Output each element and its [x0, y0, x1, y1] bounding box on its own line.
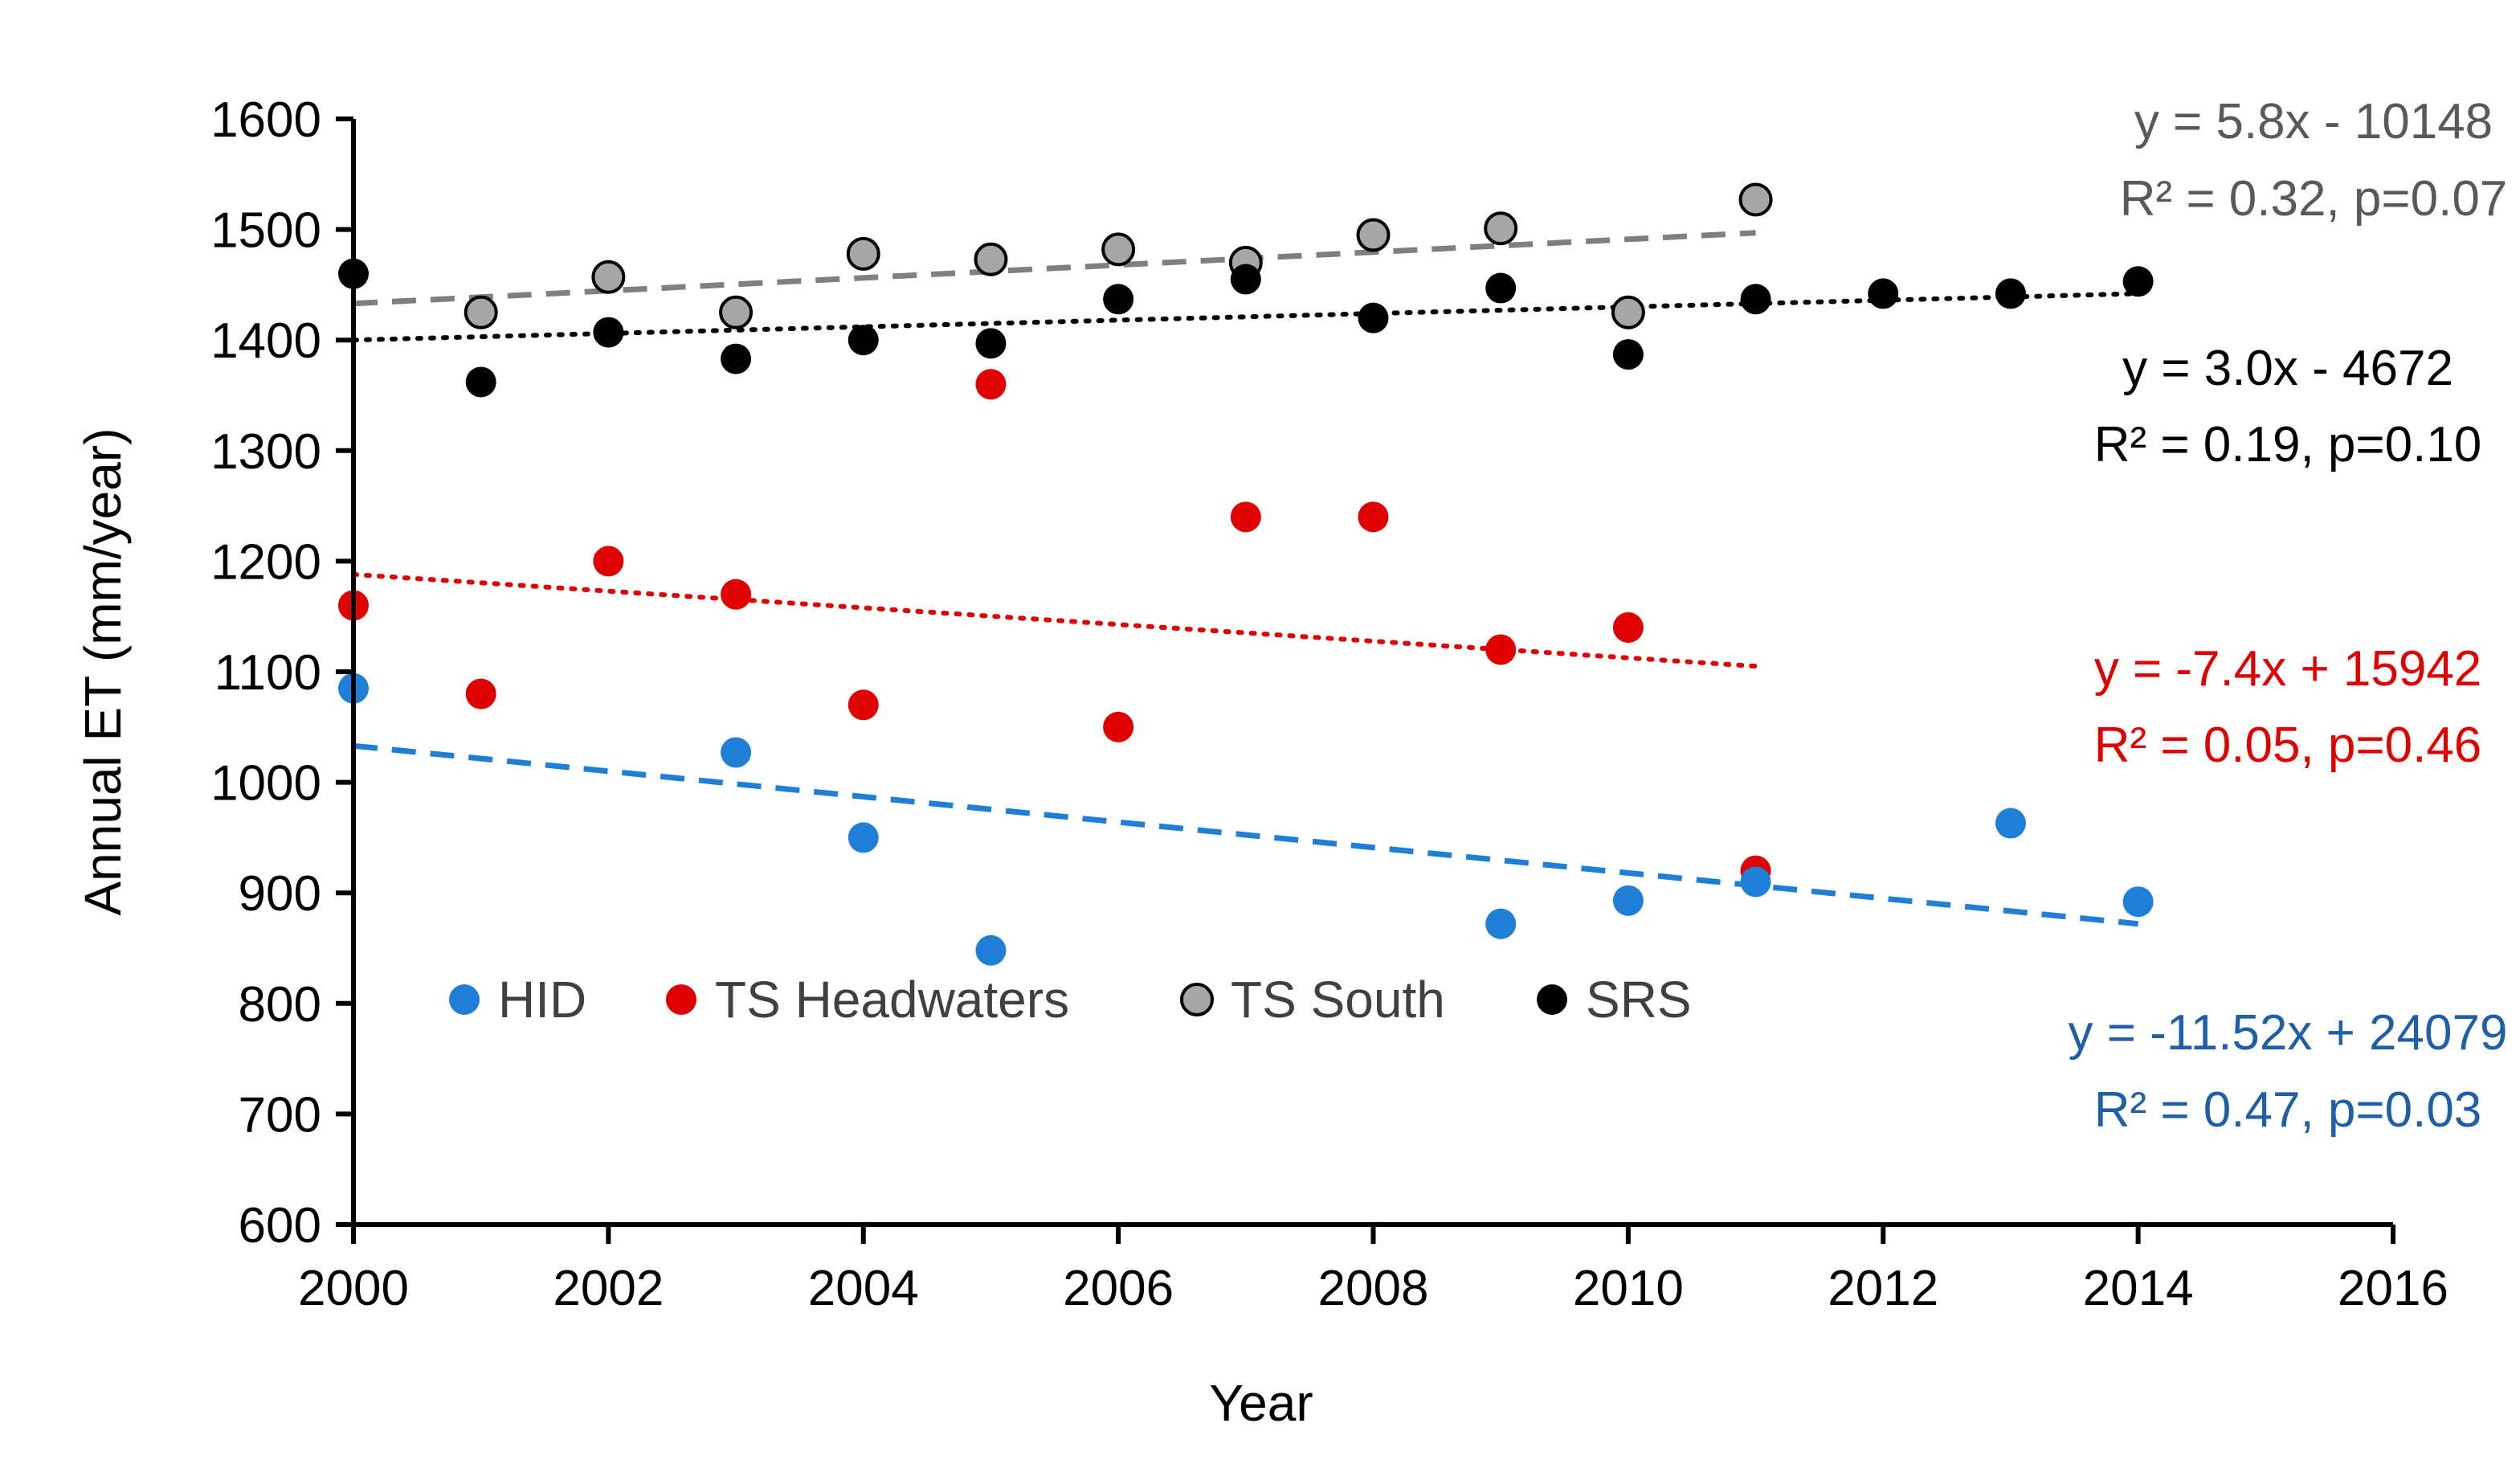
y-tick-label: 1100 [214, 645, 321, 701]
ts-headwaters-point [593, 546, 624, 577]
srs-point [1230, 264, 1261, 295]
x-axis-title: Year [1209, 1374, 1313, 1432]
ts-headwaters-point [1103, 711, 1134, 742]
srs-r2: R² = 0.19, p=0.10 [2094, 417, 2482, 472]
ticks: 600 700 800 900 1000 1100 1200 1300 1400 1500 1600… [210, 92, 2449, 1316]
ts-south-point [974, 242, 1008, 276]
x-tick-label: 2004 [808, 1261, 919, 1316]
hid-r2: R² = 0.47, p=0.03 [2094, 1082, 2482, 1138]
x-tick-label: 2016 [2338, 1261, 2449, 1316]
ts-headwaters-trendline [351, 571, 1758, 669]
ts-headwaters-point [1612, 611, 1644, 643]
legend-label-srs: SRS [1586, 971, 1692, 1029]
ts-headwaters-point [721, 579, 752, 610]
ts-south-r2: R² = 0.32, p=0.07 [2120, 171, 2508, 227]
srs-point [1485, 272, 1517, 304]
srs-point [721, 343, 752, 374]
x-tick-label: 2000 [298, 1261, 409, 1316]
ts-headwaters-point [465, 678, 496, 710]
x-tick-label: 2008 [1318, 1261, 1429, 1316]
y-tick-label: 800 [239, 977, 321, 1033]
srs-point [593, 317, 624, 348]
y-tick-label: 1500 [210, 203, 321, 259]
ts-south-trendline [353, 230, 1756, 307]
ts-headwaters-equation: y = -7.4x + 15942 [2094, 641, 2482, 697]
x-tick-label: 2014 [2083, 1261, 2194, 1316]
y-tick-label: 700 [239, 1087, 321, 1143]
hid-point [975, 934, 1007, 966]
hid-equation: y = -11.52x + 24079 [2069, 1005, 2508, 1061]
legend-marker-hid [449, 984, 480, 1015]
srs-point [1740, 284, 1771, 315]
srs-point [465, 366, 496, 398]
ts-headwaters-point [847, 689, 879, 721]
hid-point [1485, 908, 1517, 939]
hid-point [1995, 808, 2026, 839]
legend-marker-ts-south [1180, 983, 1214, 1016]
ts-south-equation: y = 5.8x - 10148 [2134, 94, 2493, 149]
hid-point [847, 822, 879, 853]
ts-south-point [1611, 295, 1645, 329]
trendlines [351, 230, 2141, 927]
y-tick-label: 1000 [210, 756, 321, 812]
hid-point [2122, 886, 2154, 918]
trend-equations: y = -11.52x + 24079 R² = 0.47, p=0.03 y = … [2069, 94, 2508, 1138]
ts-headwaters-point [1358, 501, 1389, 533]
legend-label-ts-south: TS South [1231, 971, 1445, 1029]
ts-south-point [1484, 211, 1518, 246]
y-tick-label: 1200 [210, 534, 321, 590]
ts-south-point [1738, 182, 1773, 217]
ts-south-point [464, 295, 498, 329]
srs-point [1612, 339, 1644, 370]
legend: HID TS Headwaters TS South SRS [449, 971, 1692, 1029]
srs-equation: y = 3.0x - 4672 [2122, 341, 2453, 396]
srs-point [847, 325, 879, 356]
y-axis-title: Annual ET (mm/year) [74, 428, 132, 916]
hid-point [721, 737, 752, 768]
srs-point [1103, 284, 1134, 315]
legend-label-hid: HID [498, 971, 586, 1029]
legend-marker-srs [1537, 984, 1567, 1015]
srs-point [975, 328, 1007, 359]
y-tick-label: 1600 [210, 92, 321, 148]
ts-south-point [1101, 232, 1136, 267]
hid-trendline [353, 742, 2138, 927]
srs-point [1868, 278, 1899, 309]
x-tick-label: 2010 [1573, 1261, 1684, 1316]
ts-south-point [846, 236, 880, 271]
ts-south-point [719, 295, 754, 329]
srs-trendline [351, 291, 2141, 343]
y-tick-label: 1300 [210, 424, 321, 480]
srs-point [1995, 278, 2026, 309]
srs-point [1358, 302, 1389, 333]
srs-point [2122, 266, 2154, 297]
hid-point [1612, 885, 1644, 916]
ts-headwaters-r2: R² = 0.05, p=0.46 [2094, 718, 2482, 773]
ts-headwaters-point [1230, 501, 1261, 533]
y-tick-label: 900 [239, 866, 321, 922]
ts-headwaters-point [1485, 634, 1517, 665]
x-tick-label: 2012 [1828, 1261, 1938, 1316]
legend-marker-ts-headwaters [666, 984, 696, 1015]
data-points [338, 182, 2154, 966]
hid-point [1740, 866, 1771, 898]
ts-south-point [591, 260, 626, 294]
x-tick-label: 2006 [1063, 1261, 1174, 1316]
ts-south-point [1356, 218, 1391, 252]
y-tick-label: 1400 [210, 313, 321, 369]
y-tick-label: 600 [239, 1198, 321, 1253]
x-tick-label: 2002 [553, 1261, 664, 1316]
ts-headwaters-point [975, 369, 1007, 400]
legend-label-ts-headwaters: TS Headwaters [715, 971, 1069, 1029]
